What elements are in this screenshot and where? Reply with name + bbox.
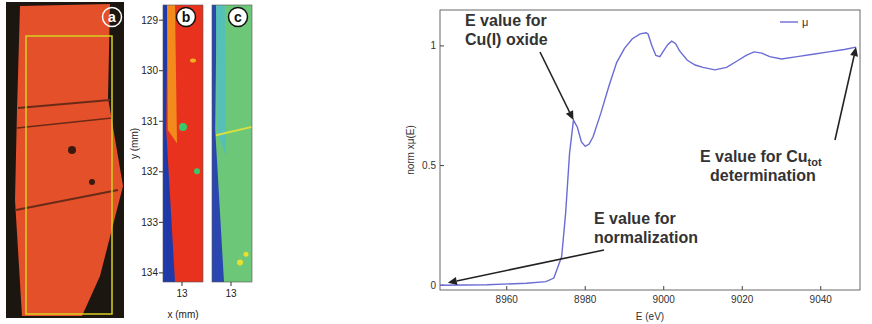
tick: [742, 286, 743, 290]
map-spot: [244, 252, 249, 257]
arrow-head: [566, 110, 574, 120]
panel-letter: a: [103, 8, 122, 27]
tick: [820, 286, 821, 290]
tick-label: 9000: [653, 294, 676, 305]
panel-letter: c: [229, 8, 248, 27]
map-ground: [163, 5, 203, 282]
tick: [159, 222, 163, 223]
tick: [440, 45, 444, 46]
tick: [159, 272, 163, 273]
tick: [440, 165, 444, 166]
annotation-arrow: [835, 56, 854, 140]
map-region: [215, 5, 252, 282]
arrow-head: [850, 47, 858, 57]
panel-letter: b: [177, 8, 196, 27]
photo-ground: [6, 2, 124, 318]
crack: [18, 100, 110, 108]
hole: [68, 146, 76, 154]
map-ground: [212, 5, 252, 282]
map-frame: [163, 5, 203, 282]
annotation-text: E value for Cutot: [700, 148, 822, 168]
tick-label: 132: [141, 166, 158, 177]
map-streak: [216, 127, 252, 135]
plot-frame: [440, 10, 860, 290]
tick-label: 13: [176, 288, 188, 299]
spectrum-chart: 8960 8980 9000 9020 9040 0 0.5 1 E (eV) norm xμ(E…: [405, 10, 860, 322]
legend: μ: [780, 16, 808, 28]
tick: [231, 282, 232, 286]
spectrum-line: [440, 33, 856, 285]
tick-label: 133: [141, 217, 158, 228]
panel-label: a: [108, 9, 116, 25]
letter-circle: [177, 8, 196, 27]
tick: [663, 286, 664, 290]
map-spot: [190, 58, 196, 62]
annotation-arrow: [457, 250, 604, 281]
axis-title: E (eV): [636, 311, 664, 322]
annotation: E value for Cu(I) oxide: [463, 11, 550, 49]
annotation-text: Cu(I) oxide: [465, 31, 548, 48]
map-region: [167, 5, 177, 144]
map-spot: [237, 260, 243, 266]
map-spot: [179, 123, 187, 131]
annotation-text: E value for: [594, 210, 676, 227]
crack: [16, 190, 118, 210]
legend-label: μ: [802, 16, 808, 28]
letter-circle: [229, 8, 248, 27]
tick-label: 1: [430, 40, 436, 51]
map-panel: 13: [212, 5, 252, 299]
tick-label: 0.5: [422, 160, 436, 171]
tick: [159, 171, 163, 172]
label-patch: [698, 147, 824, 185]
annotation: E value for Cutotdetermination: [698, 147, 824, 185]
crack: [17, 118, 112, 128]
map-spot: [194, 168, 200, 174]
background: [0, 0, 872, 324]
tick: [585, 286, 586, 290]
axis-title: y (mm): [129, 128, 140, 159]
tick: [159, 20, 163, 21]
map-frame: [212, 5, 252, 282]
letter-circle: [103, 8, 122, 27]
sample-shard: [15, 4, 123, 316]
annotation: E value for normalization: [592, 209, 700, 247]
annotation-text: normalization: [594, 229, 698, 246]
label-patch: [463, 11, 550, 49]
scan-area: [26, 36, 112, 314]
tick-label: 9040: [810, 294, 833, 305]
tick: [182, 282, 183, 286]
panel-label: b: [182, 9, 191, 25]
axis-title: norm xμ(E): [405, 125, 416, 175]
panel-label: c: [234, 9, 242, 25]
map-y-axis: 129 130 131 132 133 134 y (mm) x (mm): [129, 15, 199, 320]
annotation-text: E value for: [465, 12, 547, 29]
tick: [159, 121, 163, 122]
figure: 13 13 129 130 131 132 133 134 y (mm) x (mm) a b c 896…: [0, 0, 872, 324]
tick-label: 130: [141, 65, 158, 76]
map-region: [166, 5, 203, 282]
photo-panel: [6, 2, 124, 318]
tick-label: 8980: [574, 294, 597, 305]
legend-swatch: [780, 21, 798, 22]
tick-label: 129: [141, 15, 158, 26]
hole: [89, 179, 95, 185]
tick-label: 8960: [496, 294, 519, 305]
tick-label: 9020: [731, 294, 754, 305]
annotations: E value for Cu(I) oxide E value for normali…: [448, 11, 858, 285]
arrow-head: [448, 277, 458, 285]
tick-label: 13: [225, 288, 237, 299]
map-panel: 13: [163, 5, 203, 299]
axis-title: x (mm): [167, 309, 198, 320]
data-group: [440, 33, 856, 285]
annotation-text: determination: [710, 167, 816, 184]
tick-label: 0: [430, 280, 436, 291]
tick: [159, 70, 163, 71]
tick-label: 131: [141, 116, 158, 127]
label-patch: [592, 209, 700, 247]
annotation-arrow: [540, 52, 569, 112]
tick-label: 134: [141, 267, 158, 278]
tick: [506, 286, 507, 290]
